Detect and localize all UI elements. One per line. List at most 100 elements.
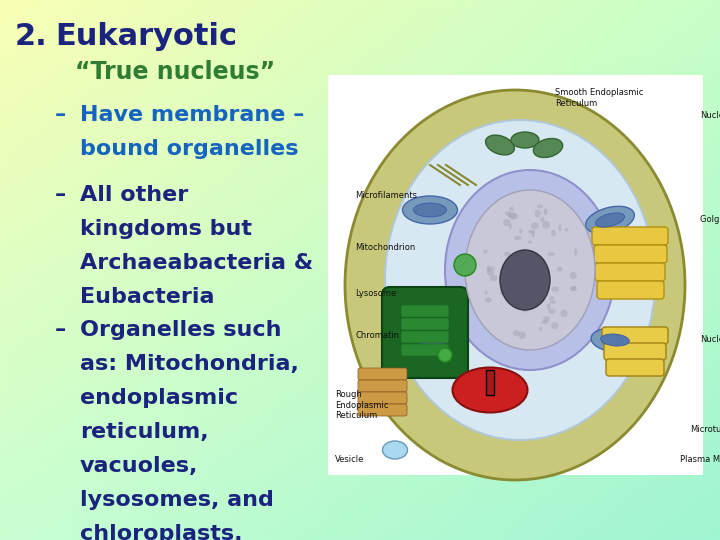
Ellipse shape xyxy=(501,290,505,295)
Text: Eukaryotic: Eukaryotic xyxy=(55,22,237,51)
Ellipse shape xyxy=(541,268,544,273)
Text: Chromatin: Chromatin xyxy=(355,330,399,340)
Ellipse shape xyxy=(438,348,452,362)
Ellipse shape xyxy=(345,90,685,480)
Text: vacuoles,: vacuoles, xyxy=(80,456,199,476)
Text: Rough
Endoplasmic
Reticulum: Rough Endoplasmic Reticulum xyxy=(335,390,389,420)
Ellipse shape xyxy=(487,266,495,271)
Ellipse shape xyxy=(537,205,543,208)
Ellipse shape xyxy=(591,328,639,352)
Text: –: – xyxy=(55,105,66,125)
Text: Nucleolus: Nucleolus xyxy=(700,335,720,345)
Text: All other: All other xyxy=(80,185,188,205)
FancyBboxPatch shape xyxy=(592,227,668,245)
Ellipse shape xyxy=(508,213,512,218)
FancyBboxPatch shape xyxy=(382,287,468,378)
Ellipse shape xyxy=(518,304,522,307)
Ellipse shape xyxy=(513,330,520,336)
Ellipse shape xyxy=(549,300,556,303)
FancyBboxPatch shape xyxy=(595,263,665,281)
Ellipse shape xyxy=(541,320,548,324)
Text: endoplasmic: endoplasmic xyxy=(80,388,238,408)
Text: reticulum,: reticulum, xyxy=(80,422,209,442)
Ellipse shape xyxy=(505,211,512,217)
Ellipse shape xyxy=(523,307,527,313)
Ellipse shape xyxy=(528,267,535,273)
FancyBboxPatch shape xyxy=(597,281,664,299)
Text: Eubacteria: Eubacteria xyxy=(80,287,215,307)
Ellipse shape xyxy=(539,327,542,331)
Ellipse shape xyxy=(552,287,559,292)
Ellipse shape xyxy=(528,240,532,244)
Ellipse shape xyxy=(415,333,446,347)
Ellipse shape xyxy=(539,295,543,303)
Ellipse shape xyxy=(564,228,569,232)
Ellipse shape xyxy=(560,309,567,317)
FancyBboxPatch shape xyxy=(604,343,666,360)
Text: 2.: 2. xyxy=(15,22,48,51)
FancyBboxPatch shape xyxy=(358,368,407,380)
Text: Golgi Complex: Golgi Complex xyxy=(700,215,720,225)
Text: Have membrane –: Have membrane – xyxy=(80,105,305,125)
Ellipse shape xyxy=(536,266,541,272)
FancyBboxPatch shape xyxy=(606,359,664,376)
Ellipse shape xyxy=(511,132,539,148)
Ellipse shape xyxy=(514,235,521,240)
Text: –: – xyxy=(55,185,66,205)
FancyBboxPatch shape xyxy=(358,380,407,392)
Ellipse shape xyxy=(551,322,559,329)
Text: “True nucleus”: “True nucleus” xyxy=(75,60,275,84)
Ellipse shape xyxy=(487,266,490,273)
Ellipse shape xyxy=(485,297,492,303)
Text: Smooth Endoplasmic
Reticulum: Smooth Endoplasmic Reticulum xyxy=(555,89,644,107)
FancyBboxPatch shape xyxy=(602,327,668,344)
Ellipse shape xyxy=(506,271,511,276)
Ellipse shape xyxy=(445,170,615,370)
Ellipse shape xyxy=(544,316,549,322)
Ellipse shape xyxy=(509,207,513,211)
Ellipse shape xyxy=(509,223,512,229)
Ellipse shape xyxy=(600,334,629,346)
FancyBboxPatch shape xyxy=(358,404,407,416)
FancyBboxPatch shape xyxy=(486,370,494,395)
Ellipse shape xyxy=(506,269,513,273)
Text: chloroplasts.: chloroplasts. xyxy=(80,524,243,540)
Text: –: – xyxy=(55,320,66,340)
Ellipse shape xyxy=(485,135,514,155)
Ellipse shape xyxy=(544,208,547,215)
FancyBboxPatch shape xyxy=(328,75,703,475)
Ellipse shape xyxy=(535,210,541,218)
FancyBboxPatch shape xyxy=(358,392,407,404)
Ellipse shape xyxy=(519,229,523,233)
FancyBboxPatch shape xyxy=(401,344,449,356)
Text: Mitochondrion: Mitochondrion xyxy=(355,244,415,253)
Text: lysosomes, and: lysosomes, and xyxy=(80,490,274,510)
Ellipse shape xyxy=(518,332,526,339)
Ellipse shape xyxy=(500,289,507,295)
Text: kingdoms but: kingdoms but xyxy=(80,219,252,239)
Ellipse shape xyxy=(485,291,487,295)
Text: as: Mitochondria,: as: Mitochondria, xyxy=(80,354,299,374)
Ellipse shape xyxy=(528,230,534,234)
FancyBboxPatch shape xyxy=(594,245,667,263)
Ellipse shape xyxy=(557,267,562,272)
Text: Vesicle: Vesicle xyxy=(335,456,364,464)
Ellipse shape xyxy=(595,213,624,227)
Ellipse shape xyxy=(570,272,577,279)
Ellipse shape xyxy=(530,294,534,302)
Ellipse shape xyxy=(465,190,595,350)
Ellipse shape xyxy=(504,252,511,256)
Ellipse shape xyxy=(559,224,562,231)
Ellipse shape xyxy=(532,295,539,299)
Ellipse shape xyxy=(570,286,577,291)
FancyBboxPatch shape xyxy=(401,318,449,330)
Ellipse shape xyxy=(585,206,634,234)
Text: Organelles such: Organelles such xyxy=(80,320,282,340)
Ellipse shape xyxy=(531,222,539,230)
Ellipse shape xyxy=(551,230,556,237)
Text: Plasma Membrane: Plasma Membrane xyxy=(680,456,720,464)
FancyBboxPatch shape xyxy=(401,331,449,343)
Ellipse shape xyxy=(549,309,556,314)
Ellipse shape xyxy=(500,250,550,310)
Ellipse shape xyxy=(513,286,518,292)
